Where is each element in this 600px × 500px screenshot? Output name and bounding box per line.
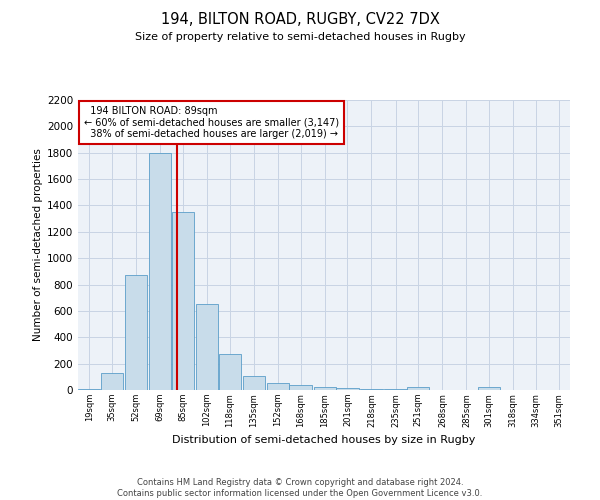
Bar (361, 389, 383, 390)
Bar (125, 276, 147, 390)
Bar (101, 373, 123, 390)
Bar (172, 212, 194, 390)
Text: 194 BILTON ROAD: 89sqm
← 60% of semi-detached houses are smaller (3,147)
  38% o: 194 BILTON ROAD: 89sqm ← 60% of semi-det… (84, 106, 339, 139)
X-axis label: Distribution of semi-detached houses by size in Rugby: Distribution of semi-detached houses by … (172, 435, 476, 445)
Bar (149, 152, 172, 390)
Bar (407, 388, 430, 390)
Text: 194, BILTON ROAD, RUGBY, CV22 7DX: 194, BILTON ROAD, RUGBY, CV22 7DX (161, 12, 439, 28)
Bar (218, 354, 241, 390)
Y-axis label: Number of semi-detached properties: Number of semi-detached properties (33, 148, 43, 342)
Text: Contains HM Land Registry data © Crown copyright and database right 2024.
Contai: Contains HM Land Registry data © Crown c… (118, 478, 482, 498)
Bar (314, 388, 336, 390)
Bar (242, 376, 265, 390)
Bar (336, 388, 359, 390)
Bar (267, 384, 289, 390)
Bar (289, 386, 312, 390)
Bar (478, 388, 500, 390)
Bar (196, 304, 218, 390)
Bar (78, 388, 100, 390)
Text: Size of property relative to semi-detached houses in Rugby: Size of property relative to semi-detach… (134, 32, 466, 42)
